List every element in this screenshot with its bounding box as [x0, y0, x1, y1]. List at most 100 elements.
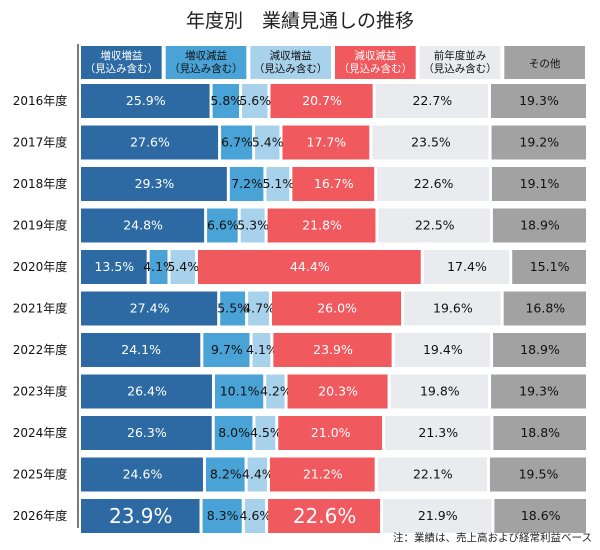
legend-label-4: （見込み含む）	[423, 62, 497, 75]
bar-segment	[269, 457, 375, 492]
bar-segment	[268, 499, 381, 533]
bar-segment	[212, 84, 240, 118]
category-label: 2026年度	[13, 508, 68, 523]
bar-segment	[221, 125, 253, 160]
bar-segment	[493, 416, 586, 450]
bar-segment	[203, 333, 250, 367]
bar-segment	[220, 291, 246, 326]
bar-segment	[202, 499, 242, 533]
data-label: 25.9%	[126, 93, 166, 108]
bar-segment	[378, 208, 490, 243]
bar-segment	[272, 291, 402, 326]
legend-label-3: 減収減益	[354, 49, 396, 62]
data-label: 5.3%	[237, 218, 269, 233]
data-label: 4.4%	[242, 467, 274, 482]
bar-segment	[273, 333, 392, 367]
bar-segment	[214, 374, 264, 409]
data-label: 19.6%	[433, 301, 473, 316]
bar-segment	[252, 333, 271, 367]
legend-label-2: 減収増益	[270, 49, 312, 62]
data-label: 8.3%	[207, 508, 239, 523]
legend-swatch-5	[504, 46, 585, 79]
bar-segment	[490, 84, 586, 118]
bar-segment	[491, 125, 586, 160]
data-label: 27.6%	[130, 135, 170, 150]
data-label: 20.3%	[318, 384, 358, 399]
data-label: 6.7%	[221, 135, 253, 150]
bar-segment	[81, 167, 227, 201]
category-label: 2025年度	[13, 467, 68, 482]
data-label: 19.2%	[519, 135, 559, 150]
bar-segment	[81, 125, 219, 160]
bar-segment	[394, 333, 491, 367]
data-label: 22.6%	[414, 176, 454, 191]
category-label: 2022年度	[13, 342, 68, 357]
data-label: 26.3%	[127, 425, 167, 440]
data-label: 24.6%	[123, 467, 163, 482]
data-label: 5.6%	[239, 93, 271, 108]
data-label: 24.1%	[121, 342, 161, 357]
data-label: 19.1%	[520, 176, 560, 191]
data-label: 27.4%	[130, 301, 170, 316]
bar-segment	[377, 167, 489, 201]
data-label: 4.1%	[143, 259, 175, 274]
bar-segment	[270, 84, 373, 118]
legend-swatch-4	[419, 46, 501, 79]
bar-segment	[266, 167, 290, 201]
legend-label-4: 前年度並み	[434, 49, 487, 62]
bar-segment	[390, 374, 489, 409]
bar-segment	[385, 416, 491, 450]
bar-segment	[375, 84, 488, 118]
bar-segment	[493, 333, 586, 367]
data-label: 10.1%	[220, 384, 260, 399]
bar-segment	[149, 250, 168, 284]
bar-segment	[81, 84, 210, 118]
legend-label-2: （見込み含む）	[254, 62, 328, 75]
data-label: 8.0%	[218, 425, 250, 440]
data-label: 22.6%	[293, 504, 357, 528]
data-label: 4.5%	[250, 425, 282, 440]
bar-segment	[81, 291, 218, 326]
legend-label-3: （見込み含む）	[339, 62, 413, 75]
data-label: 16.7%	[314, 176, 354, 191]
data-label: 26.4%	[127, 384, 167, 399]
data-label: 21.2%	[303, 467, 343, 482]
bar-segment	[423, 250, 510, 284]
bar-segment	[255, 416, 276, 450]
category-label: 2017年度	[13, 135, 68, 150]
data-label: 21.9%	[418, 508, 458, 523]
data-label: 18.6%	[521, 508, 561, 523]
data-label: 4.1%	[246, 342, 278, 357]
data-label: 9.7%	[211, 342, 243, 357]
data-label: 15.1%	[530, 259, 570, 274]
data-label: 29.3%	[135, 176, 175, 191]
bar-segment	[81, 208, 205, 243]
data-label: 44.4%	[290, 259, 330, 274]
data-label: 5.5%	[217, 301, 249, 316]
data-label: 5.4%	[167, 259, 199, 274]
category-label: 2020年度	[13, 259, 68, 274]
data-label: 23.9%	[109, 504, 173, 528]
data-label: 17.7%	[307, 135, 347, 150]
legend-swatch-1	[165, 46, 247, 79]
category-label: 2019年度	[13, 218, 68, 233]
bar-segment	[255, 125, 280, 160]
bar-segment	[229, 167, 264, 201]
bar-segment	[383, 499, 492, 533]
data-label: 4.6%	[240, 508, 272, 523]
data-label: 21.0%	[311, 425, 351, 440]
bar-segment	[494, 499, 586, 533]
data-label: 19.5%	[519, 467, 559, 482]
legend-label-1: （見込み含む）	[169, 62, 243, 75]
data-label: 24.8%	[123, 218, 163, 233]
bar-segment	[197, 250, 421, 284]
category-label: 2024年度	[13, 425, 68, 440]
bar-segment	[377, 457, 487, 492]
legend-swatch-2	[250, 46, 331, 79]
category-label: 2021年度	[13, 301, 68, 316]
data-label: 7.2%	[231, 176, 263, 191]
bar-segment	[248, 291, 270, 326]
bar-segment	[205, 457, 245, 492]
legend-swatch-0	[81, 46, 162, 79]
